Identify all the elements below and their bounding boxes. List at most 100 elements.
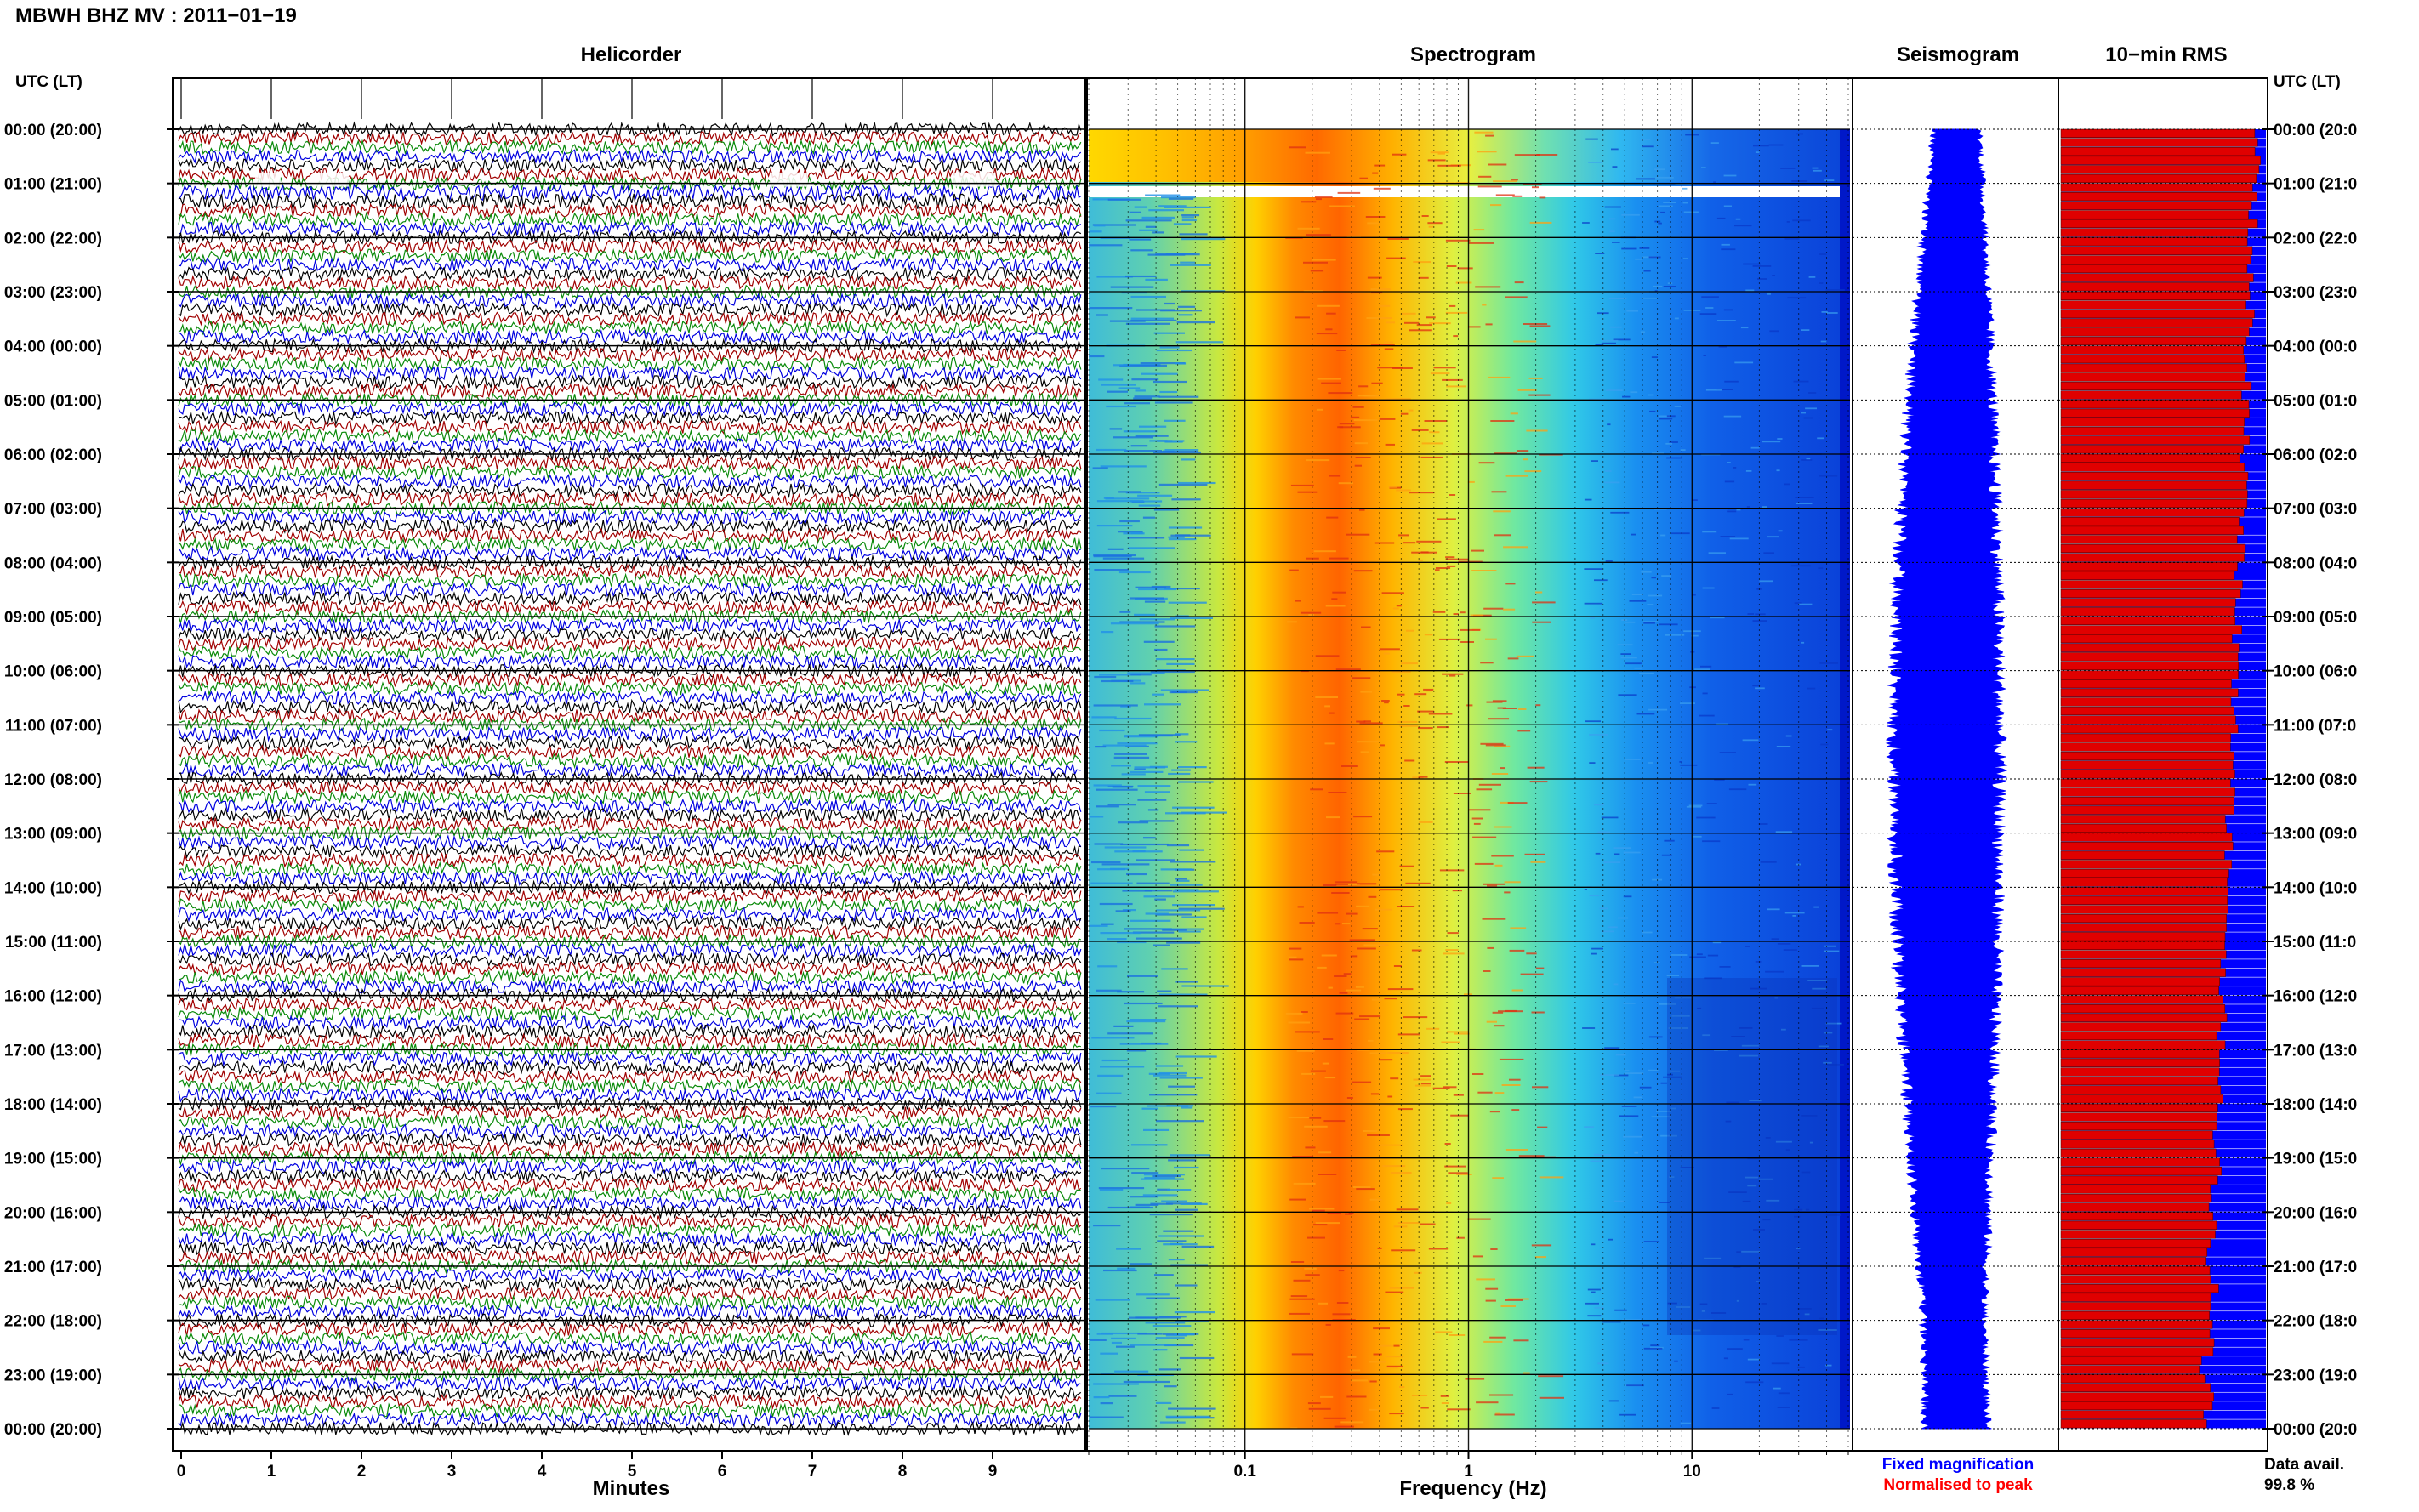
rms-bar-normalised bbox=[2060, 453, 2240, 463]
spectrogram-tick-label: 1 bbox=[1464, 1463, 1473, 1481]
time-label-right: 10:00 (06:0 bbox=[2274, 663, 2357, 681]
helicorder-trace-row bbox=[178, 798, 1082, 815]
helicorder-trace-row bbox=[179, 1068, 1082, 1085]
rms-bar-normalised bbox=[2060, 1410, 2204, 1419]
rms-bar-normalised bbox=[2060, 435, 2251, 445]
data-availability-label: Data avail. bbox=[2264, 1456, 2344, 1474]
rms-bar-normalised bbox=[2060, 471, 2249, 481]
rms-bar-normalised bbox=[2060, 1275, 2211, 1284]
helicorder-trace-row bbox=[178, 355, 1082, 372]
spectrogram-panel bbox=[1086, 77, 1854, 1452]
rms-bar-normalised bbox=[2060, 697, 2232, 707]
helicorder-trace-row bbox=[178, 671, 1082, 688]
rms-bar-normalised bbox=[2060, 219, 2258, 229]
helicorder-trace-row bbox=[178, 545, 1082, 562]
rms-bar-normalised bbox=[2060, 562, 2238, 571]
rms-bar-normalised bbox=[2060, 661, 2240, 671]
rms-bar-normalised bbox=[2060, 1167, 2222, 1176]
helicorder-trace-row bbox=[178, 708, 1082, 725]
rms-bar-normalised bbox=[2060, 327, 2250, 337]
time-label-right: 04:00 (00:0 bbox=[2274, 338, 2357, 356]
rms-bar-normalised bbox=[2060, 363, 2247, 372]
rms-bar-normalised bbox=[2060, 958, 2222, 969]
rms-bar-normalised bbox=[2060, 1013, 2228, 1022]
time-label-left: 14:00 (10:00) bbox=[4, 879, 102, 897]
rms-title: 10−min RMS bbox=[2105, 43, 2227, 66]
time-label-left: 00:00 (20:00) bbox=[4, 1421, 102, 1439]
time-label-left: 17:00 (13:00) bbox=[4, 1042, 102, 1060]
helicorder-trace-row bbox=[178, 924, 1082, 941]
helicorder-trace-row bbox=[178, 888, 1082, 905]
rms-bar-normalised bbox=[2060, 895, 2228, 905]
helicorder-trace-row bbox=[178, 247, 1082, 264]
rms-bar-normalised bbox=[2060, 146, 2256, 156]
helicorder-trace-row bbox=[178, 473, 1082, 490]
rms-bar-normalised bbox=[2060, 463, 2245, 472]
rms-bar-normalised bbox=[2060, 1392, 2214, 1401]
helicorder-trace-row bbox=[178, 1420, 1082, 1437]
helicorder-tick-label: 1 bbox=[267, 1463, 276, 1481]
rms-bar-normalised bbox=[2060, 426, 2245, 436]
rms-bar-normalised bbox=[2060, 1212, 2214, 1221]
time-label-right: 07:00 (03:0 bbox=[2274, 501, 2357, 519]
helicorder-trace-row bbox=[178, 906, 1082, 923]
rms-bar-normalised bbox=[2060, 580, 2243, 589]
helicorder-trace-row bbox=[178, 1240, 1082, 1257]
helicorder-title: Helicorder bbox=[581, 43, 682, 66]
rms-bar-normalised bbox=[2060, 282, 2250, 292]
helicorder-trace-row bbox=[178, 274, 1082, 291]
time-label-right: 00:00 (20:0 bbox=[2274, 1421, 2357, 1439]
rms-bar-normalised bbox=[2060, 309, 2255, 319]
helicorder-trace-row bbox=[178, 743, 1082, 760]
rms-bar-normalised bbox=[2060, 1112, 2217, 1122]
rms-bar-normalised bbox=[2060, 986, 2219, 996]
helicorder-tick-label: 4 bbox=[538, 1463, 547, 1481]
time-label-left: 21:00 (17:00) bbox=[4, 1259, 102, 1276]
rms-bar-normalised bbox=[2060, 1067, 2220, 1077]
helicorder-trace-row bbox=[178, 1204, 1082, 1220]
helicorder-trace-row bbox=[178, 1140, 1082, 1157]
rms-bar-normalised bbox=[2060, 1157, 2220, 1167]
time-label-left: 09:00 (05:00) bbox=[4, 609, 102, 627]
legend-normalised-to-peak: Normalised to peak bbox=[1883, 1476, 2033, 1494]
rms-bar-normalised bbox=[2060, 318, 2253, 327]
rms-bar-normalised bbox=[2060, 1238, 2211, 1248]
helicorder-tick-label: 3 bbox=[447, 1463, 457, 1481]
helicorder-trace-row bbox=[178, 843, 1081, 860]
helicorder-trace-row bbox=[178, 202, 1082, 219]
rms-bar-normalised bbox=[2060, 355, 2245, 364]
rms-bar-normalised bbox=[2060, 210, 2249, 219]
helicorder-trace-row bbox=[178, 780, 1082, 796]
rms-bar-normalised bbox=[2060, 543, 2246, 554]
helicorder-trace-row bbox=[178, 1060, 1082, 1077]
rms-bar-normalised bbox=[2060, 1347, 2214, 1356]
helicorder-trace-row bbox=[178, 861, 1082, 878]
helicorder-trace-row bbox=[178, 1312, 1082, 1329]
helicorder-trace-row bbox=[178, 581, 1082, 598]
helicorder-trace-row bbox=[178, 942, 1082, 958]
helicorder-trace-row bbox=[178, 1113, 1082, 1130]
helicorder-tick-label: 8 bbox=[898, 1463, 908, 1481]
rms-bar-normalised bbox=[2060, 688, 2239, 697]
rms-bar-normalised bbox=[2060, 598, 2236, 607]
time-label-right: 19:00 (15:0 bbox=[2274, 1151, 2357, 1168]
helicorder-trace-row bbox=[178, 536, 1082, 553]
rms-bar-normalised bbox=[2060, 905, 2228, 914]
time-label-right: 00:00 (20:0 bbox=[2274, 122, 2357, 139]
helicorder-trace-row bbox=[178, 1330, 1082, 1347]
rms-bar-normalised bbox=[2060, 868, 2229, 878]
helicorder-trace-row bbox=[178, 878, 1081, 896]
rms-bar-normalised bbox=[2060, 255, 2251, 264]
rms-bar-normalised bbox=[2060, 823, 2227, 833]
rms-bar-normalised bbox=[2060, 156, 2261, 165]
rms-bar-normalised bbox=[2060, 1419, 2207, 1429]
rms-bar-normalised bbox=[2060, 968, 2226, 977]
helicorder-trace-row bbox=[178, 211, 1082, 228]
rms-bar-normalised bbox=[2060, 408, 2250, 418]
helicorder-trace-row bbox=[178, 1095, 1082, 1112]
time-label-right: 13:00 (09:0 bbox=[2274, 826, 2357, 844]
rms-bar-normalised bbox=[2060, 1283, 2219, 1293]
hour-gridlines bbox=[167, 128, 2274, 1430]
helicorder-trace-row bbox=[178, 951, 1082, 968]
helicorder-trace-row bbox=[178, 373, 1082, 390]
